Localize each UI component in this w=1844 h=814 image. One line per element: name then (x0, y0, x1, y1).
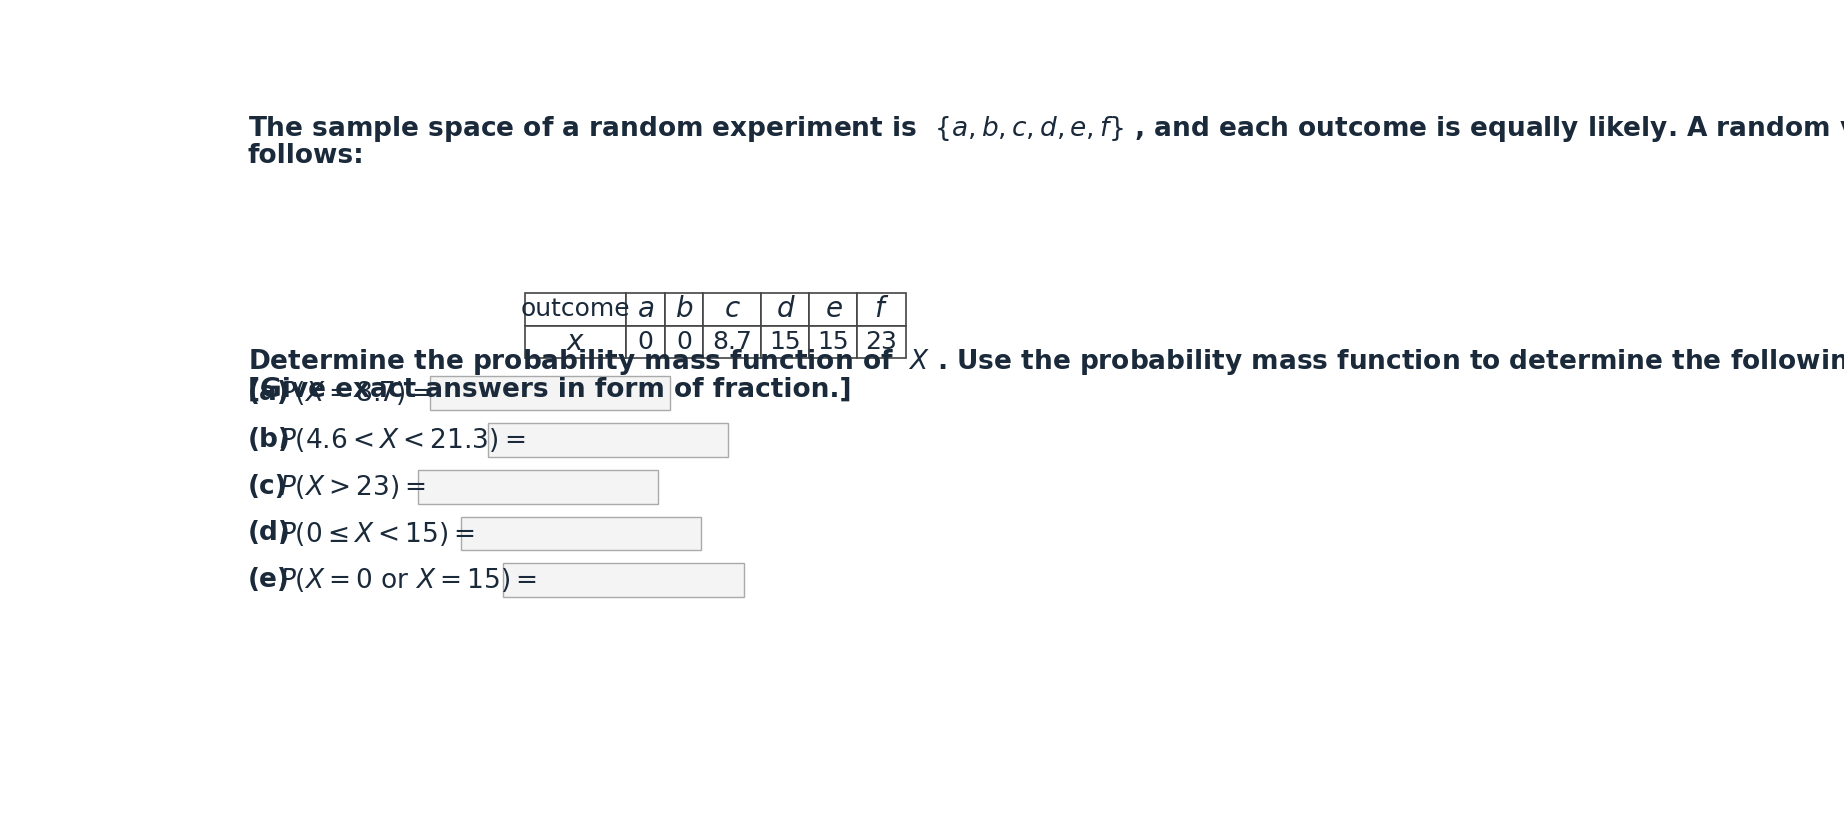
Bar (857, 293, 905, 326)
Text: [Give exact answers in form of fraction.]: [Give exact answers in form of fraction.… (247, 376, 852, 402)
Bar (762, 293, 810, 326)
Text: $P(0 \leq X < 15) =$: $P(0 \leq X < 15) =$ (278, 519, 474, 548)
Bar (430, 376, 669, 410)
Text: outcome: outcome (520, 297, 631, 322)
Bar (857, 326, 905, 358)
Text: 8.7: 8.7 (712, 330, 752, 354)
Text: 23: 23 (865, 330, 898, 354)
Text: $P(X = 8.7) =$: $P(X = 8.7) =$ (278, 379, 431, 407)
Text: $P(X > 23) =$: $P(X > 23) =$ (278, 473, 426, 501)
Bar (762, 326, 810, 358)
Text: $\mathit{a}$: $\mathit{a}$ (636, 295, 655, 323)
Text: 0: 0 (677, 330, 692, 354)
Bar (526, 293, 625, 326)
Bar (664, 326, 703, 358)
Text: (e): (e) (247, 567, 290, 593)
Bar (503, 562, 743, 597)
Bar (703, 326, 762, 358)
Bar (664, 293, 703, 326)
Text: 0: 0 (638, 330, 653, 354)
Text: $P(4.6 < X < 21.3) =$: $P(4.6 < X < 21.3) =$ (278, 426, 526, 453)
Bar (526, 326, 625, 358)
Text: (d): (d) (247, 520, 290, 546)
Text: (b): (b) (247, 427, 290, 453)
Bar (461, 517, 701, 550)
Bar (625, 293, 664, 326)
Bar (419, 470, 658, 504)
Text: 15: 15 (769, 330, 800, 354)
Text: $\mathit{d}$: $\mathit{d}$ (776, 295, 795, 323)
Text: (c): (c) (247, 475, 288, 501)
Text: $\mathit{c}$: $\mathit{c}$ (725, 295, 741, 323)
Text: $\mathit{f}$: $\mathit{f}$ (874, 295, 889, 323)
Bar (810, 293, 857, 326)
Bar (489, 422, 728, 457)
Text: (a): (a) (247, 380, 290, 406)
Bar (625, 326, 664, 358)
Text: 15: 15 (817, 330, 850, 354)
Text: Determine the probability mass function of  $X$ . Use the probability mass funct: Determine the probability mass function … (247, 347, 1844, 377)
Text: $\mathit{b}$: $\mathit{b}$ (675, 295, 693, 323)
Text: $\mathit{e}$: $\mathit{e}$ (824, 295, 843, 323)
Bar (703, 293, 762, 326)
Bar (810, 326, 857, 358)
Text: $P(X = 0 \text{ or } X = 15) =$: $P(X = 0 \text{ or } X = 15) =$ (278, 566, 537, 593)
Text: follows:: follows: (247, 143, 365, 169)
Text: $\mathit{x}$: $\mathit{x}$ (566, 328, 585, 356)
Text: The sample space of a random experiment is  $\{a, b, c, d, e, f\}$ , and each ou: The sample space of a random experiment … (247, 114, 1844, 144)
